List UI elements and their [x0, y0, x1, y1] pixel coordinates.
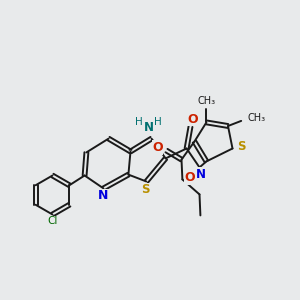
Text: N: N [143, 121, 154, 134]
Text: S: S [237, 140, 245, 154]
Text: Cl: Cl [47, 216, 58, 226]
Text: H: H [135, 117, 143, 127]
Text: N: N [196, 167, 206, 181]
Text: O: O [152, 141, 163, 154]
Text: CH₃: CH₃ [247, 112, 265, 123]
Text: H: H [154, 117, 162, 127]
Text: H: H [188, 173, 196, 183]
Text: O: O [184, 171, 195, 184]
Text: O: O [188, 112, 198, 126]
Text: S: S [141, 183, 149, 196]
Text: N: N [98, 189, 109, 203]
Text: CH₃: CH₃ [197, 96, 215, 106]
